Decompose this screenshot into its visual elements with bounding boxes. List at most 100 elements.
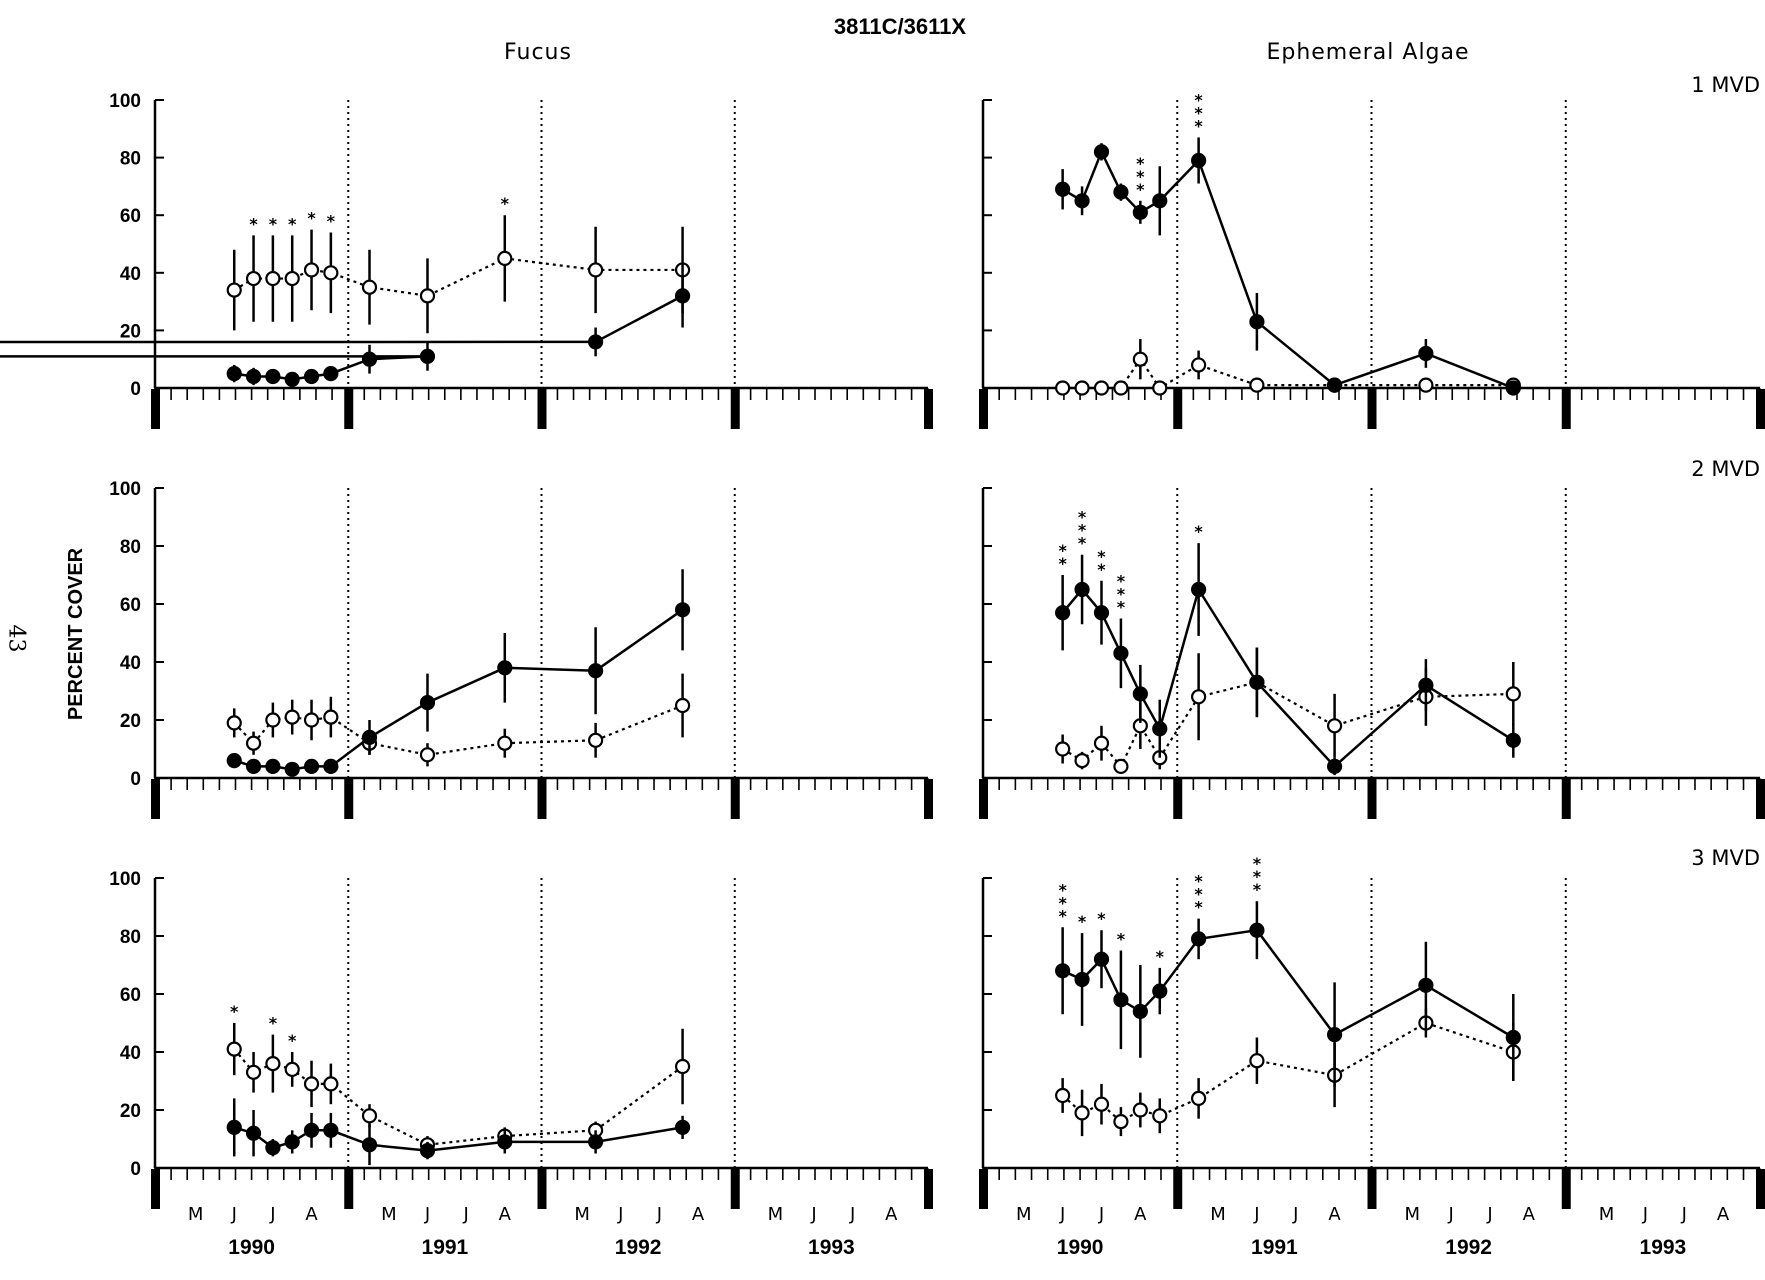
y-tick-label: 80 <box>120 927 141 948</box>
open-series-point <box>674 697 691 714</box>
panel-4: 0 20 40 60 80 100 M J J A M J J A M J J A M J J A 1990 1991 1992… <box>109 869 933 1259</box>
month-label: J <box>1059 1204 1065 1225</box>
filled-series-point <box>1505 380 1521 396</box>
filled-series-point <box>1152 721 1168 737</box>
filled-series-point <box>674 1119 691 1136</box>
x-tick-major <box>537 1169 547 1209</box>
filled-series-point <box>1418 977 1434 993</box>
x-tick-major <box>730 1169 740 1209</box>
filled-series-point <box>303 1122 320 1138</box>
significance-mark: * <box>1194 885 1203 904</box>
significance-mark: * <box>1058 880 1067 899</box>
significance-mark: * <box>1156 947 1165 966</box>
open-series-point <box>1093 380 1110 396</box>
filled-series-point <box>1074 971 1090 988</box>
panel-3: ** ********* <box>979 487 1765 819</box>
open-series-line <box>1061 1021 1514 1123</box>
filled-series-point <box>1152 983 1168 999</box>
significance-mark: * <box>1117 572 1126 591</box>
open-series-point <box>1055 380 1071 396</box>
month-label: A <box>305 1204 318 1225</box>
filled-series-point <box>361 729 378 746</box>
significance-mark: * <box>307 209 316 228</box>
open-series-point <box>1191 689 1207 705</box>
month-label: J <box>424 1204 430 1225</box>
open-series-point <box>1249 377 1265 393</box>
filled-series-point <box>1074 581 1090 598</box>
filled-series-point <box>226 752 242 769</box>
y-tick-label: 40 <box>120 653 141 674</box>
filled-series-point <box>361 1137 378 1153</box>
filled-series-point <box>419 694 436 711</box>
significance-mark: * <box>1194 898 1203 917</box>
filled-series-point <box>1191 152 1207 169</box>
filled-series-point <box>588 334 604 350</box>
x-tick-major <box>151 779 160 819</box>
x-tick-major <box>924 779 933 819</box>
significance-mark: * <box>1078 508 1087 527</box>
significance-mark: * <box>1058 554 1067 573</box>
y-tick-label: 80 <box>120 537 141 558</box>
year-label: 1992 <box>615 1236 662 1259</box>
row-label-3: 3 MVD <box>1691 846 1760 870</box>
month-label: J <box>1447 1204 1453 1225</box>
x-tick-major <box>344 1169 354 1209</box>
filled-series-point <box>323 366 339 382</box>
open-series-point <box>1152 1108 1168 1124</box>
filled-series-point <box>1132 686 1148 702</box>
year-label: 1991 <box>1251 1236 1298 1259</box>
filled-series-point <box>1249 674 1265 690</box>
filled-series-point <box>674 602 691 618</box>
significance-mark: * <box>1097 560 1106 579</box>
y-tick-label: 60 <box>120 206 141 227</box>
filled-series-point <box>323 758 339 775</box>
significance-mark: * <box>327 211 336 230</box>
significance-mark: * <box>1194 90 1203 109</box>
open-series-point <box>226 282 242 298</box>
filled-series-point <box>497 660 513 676</box>
open-series-point <box>497 250 513 266</box>
significance-mark: * <box>1253 854 1262 873</box>
open-series-point <box>1418 377 1434 393</box>
open-series-point <box>361 279 378 295</box>
open-series-point <box>303 1076 320 1092</box>
y-tick-label: 100 <box>109 91 141 112</box>
month-label: J <box>231 1204 237 1225</box>
row-label-2: 2 MVD <box>1691 457 1760 481</box>
open-series-point <box>1113 380 1129 396</box>
open-series-point <box>323 709 339 725</box>
x-tick-major <box>1173 1169 1183 1209</box>
significance-mark: * <box>1058 541 1067 560</box>
significance-mark: * <box>1136 154 1145 173</box>
month-label: A <box>499 1204 512 1225</box>
y-tick-label: 20 <box>120 1101 141 1122</box>
year-label: 1993 <box>1640 1236 1687 1259</box>
open-series-point <box>284 709 300 725</box>
year-label: 1992 <box>1445 1236 1492 1259</box>
month-label: J <box>656 1204 662 1225</box>
filled-series-point <box>1326 758 1343 775</box>
y-tick-label: 20 <box>120 321 141 342</box>
significance-mark: * <box>1117 930 1126 949</box>
y-tick-label: 60 <box>120 595 141 616</box>
open-series-point <box>1132 1102 1148 1118</box>
filled-series-point <box>1113 184 1129 200</box>
open-series-point <box>323 1076 339 1092</box>
filled-series-point <box>1055 605 1071 621</box>
significance-mark: * <box>1253 880 1262 899</box>
year-label: 1993 <box>808 1236 855 1259</box>
x-tick-major <box>537 389 547 429</box>
significance-mark: * <box>501 194 510 213</box>
month-label: J <box>1292 1204 1298 1225</box>
significance-mark: * <box>269 214 278 233</box>
open-series-point <box>1093 735 1110 751</box>
open-series-point <box>303 712 320 728</box>
filled-series-line <box>233 1126 683 1152</box>
filled-series-point <box>265 1140 281 1156</box>
significance-mark: * <box>269 1014 278 1033</box>
significance-mark: * <box>1194 872 1203 891</box>
filled-series-point <box>265 368 281 385</box>
y-tick-label: 0 <box>130 769 141 790</box>
filled-series-point <box>1113 992 1129 1008</box>
open-series-point <box>1505 686 1521 702</box>
